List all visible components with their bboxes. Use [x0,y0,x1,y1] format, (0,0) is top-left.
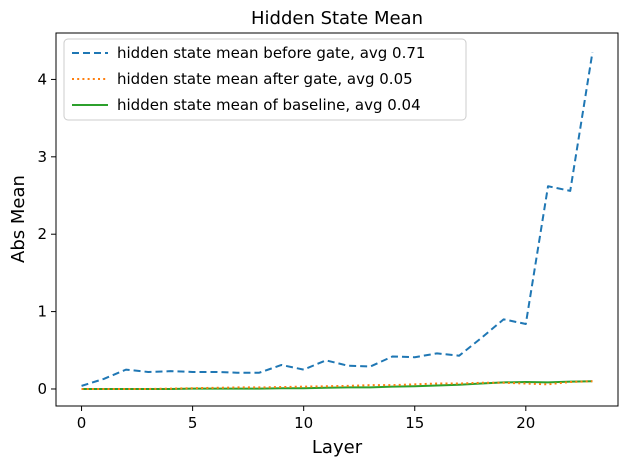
x-tick-label: 10 [294,414,313,432]
legend-label-2: hidden state mean after gate, avg 0.05 [117,70,413,88]
x-tick-label: 15 [405,414,424,432]
plot-area: 0 5 10 15 20 0 1 2 3 4 hidden state mean before ga… [37,32,619,432]
y-tick-label: 2 [37,225,47,243]
chart-title: Hidden State Mean [251,8,423,29]
y-tick-label: 0 [37,380,47,398]
series-line-2 [81,380,593,390]
y-tick-label: 4 [37,70,47,88]
legend: hidden state mean before gate, avg 0.71 h… [63,38,467,121]
series-line-1 [81,52,594,387]
x-tick-label: 0 [77,414,87,432]
plot-frame [55,32,619,407]
legend-box [63,38,467,121]
legend-label-1: hidden state mean before gate, avg 0.71 [117,44,425,62]
x-tick-label: 20 [516,414,535,432]
x-axis-label: Layer [312,437,363,458]
legend-label-3: hidden state mean of baseline, avg 0.04 [117,96,421,114]
series-lines [81,52,594,390]
y-axis-label: Abs Mean [8,175,29,263]
x-tick-label: 5 [188,414,198,432]
y-tick-label: 3 [37,148,47,166]
y-tick-label: 1 [37,303,47,321]
